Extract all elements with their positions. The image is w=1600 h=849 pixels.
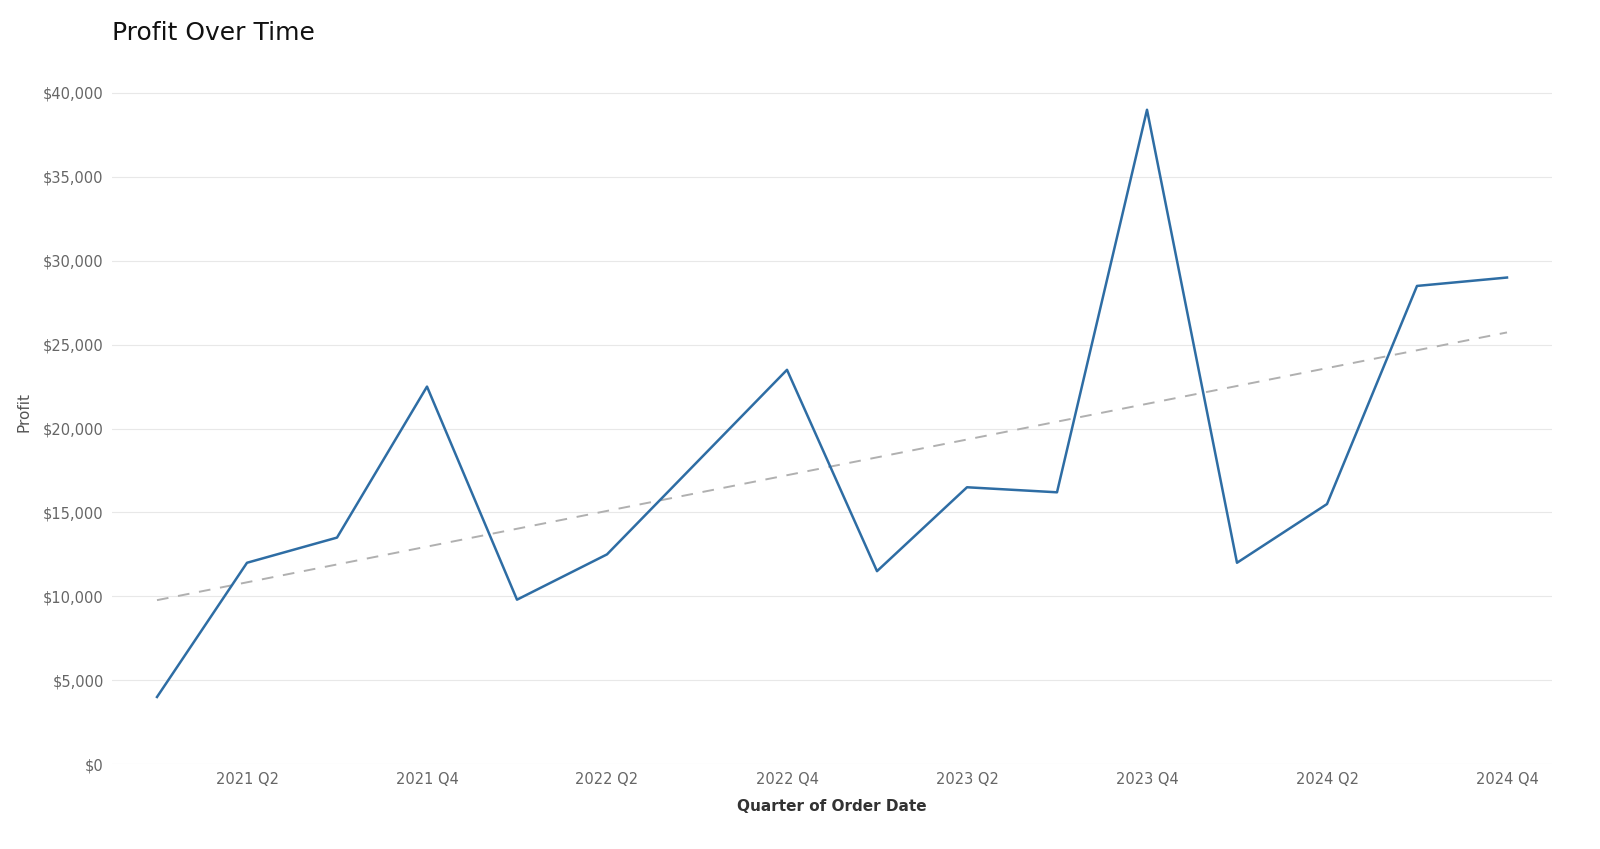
Text: Profit Over Time: Profit Over Time bbox=[112, 21, 315, 45]
X-axis label: Quarter of Order Date: Quarter of Order Date bbox=[738, 799, 926, 813]
Y-axis label: Profit: Profit bbox=[16, 391, 32, 432]
